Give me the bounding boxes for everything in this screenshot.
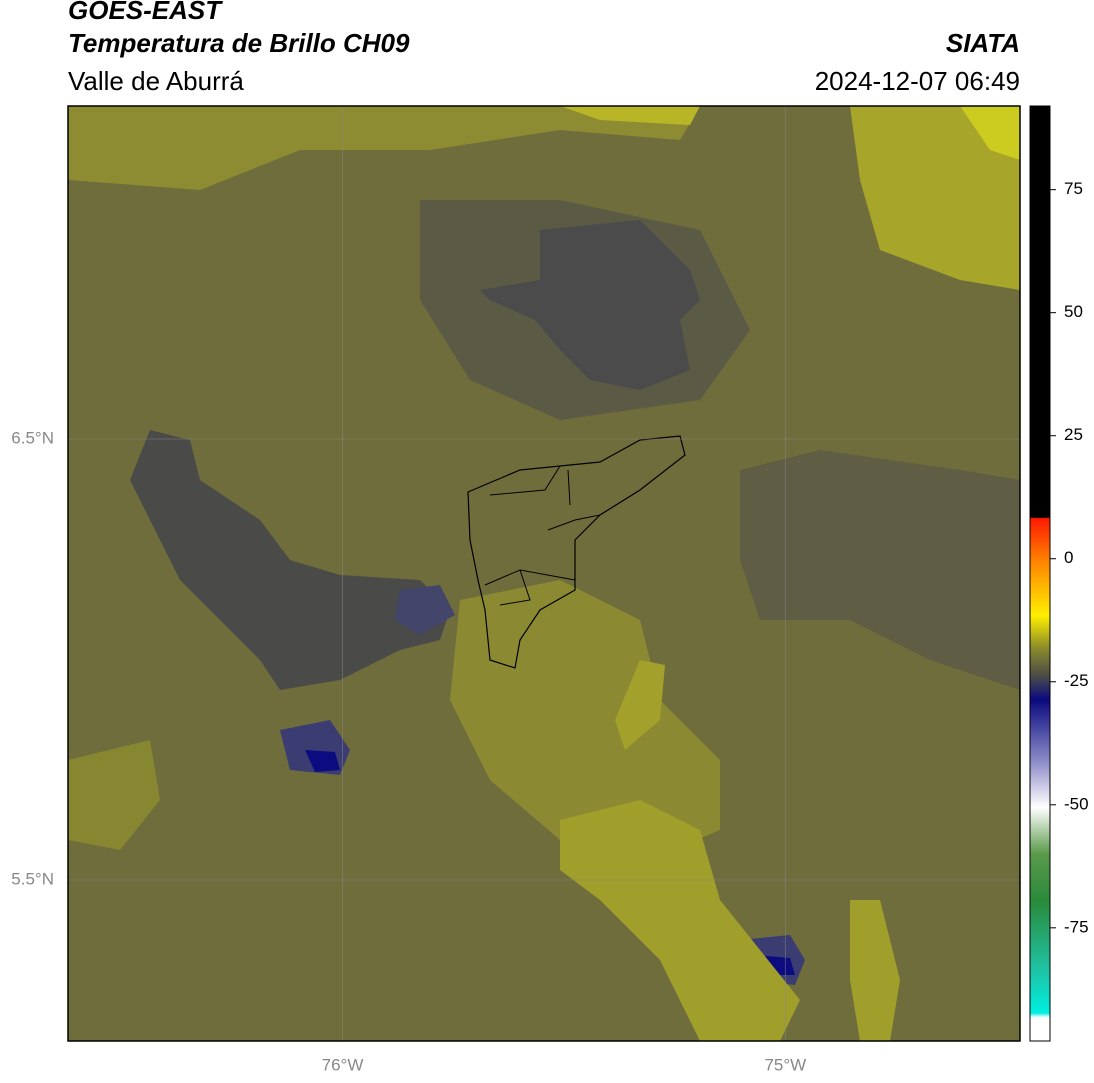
lat-label: 5.5°N: [11, 870, 54, 889]
warm-area: [560, 800, 800, 1041]
source: SIATA: [946, 28, 1020, 58]
lon-label: 75°W: [764, 1055, 806, 1074]
warm-area: [960, 106, 1020, 160]
lat-label: 6.5°N: [11, 428, 54, 447]
colorbar-tick-label: 0: [1064, 548, 1073, 567]
warm-area: [615, 660, 665, 750]
warm-area: [68, 740, 160, 850]
valley-outline: [467, 435, 686, 669]
colorbar-tick-label: 25: [1064, 425, 1083, 444]
warm-area: [450, 580, 720, 860]
colorbar-tick-label: -75: [1064, 917, 1089, 936]
very-cold-area: [395, 585, 455, 635]
warm-area: [850, 900, 900, 1041]
colorbar-tick-label: -25: [1064, 671, 1089, 690]
title: GOES-EAST: [68, 0, 223, 25]
colorbar-tick-label: 50: [1064, 302, 1083, 321]
cold-area: [130, 430, 450, 690]
region: Valle de Aburrá: [68, 66, 244, 96]
warm-area: [68, 106, 700, 190]
subtitle: Temperatura de Brillo CH09: [68, 28, 410, 58]
cool-area: [740, 450, 1020, 690]
datetime: 2024-12-07 06:49: [815, 66, 1020, 96]
warm-area: [560, 106, 700, 125]
grid: [68, 106, 1020, 1041]
map-frame: [67, 105, 1021, 1042]
colorbar: [1029, 105, 1051, 1042]
warm-area: [850, 106, 1020, 290]
lon-label: 76°W: [322, 1055, 364, 1074]
cold-area: [480, 220, 700, 390]
municipality-borders: [484, 465, 601, 606]
coldest-area: [305, 750, 340, 772]
map-field: [68, 106, 1020, 1041]
colorbar-tick-label: 75: [1064, 179, 1083, 198]
colorbar-tick-label: -50: [1064, 794, 1089, 813]
